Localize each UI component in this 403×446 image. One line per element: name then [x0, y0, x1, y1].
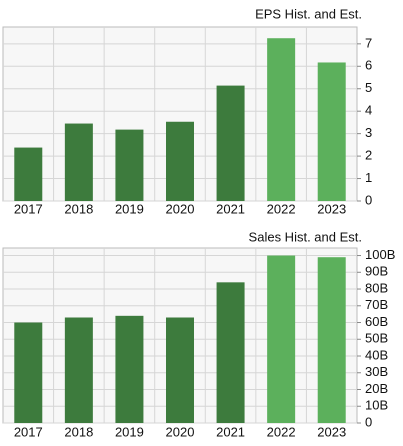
- x-tick-label: 2018: [64, 424, 93, 439]
- y-tick-label: 6: [365, 58, 372, 73]
- bar: [267, 255, 296, 423]
- bar: [267, 38, 296, 202]
- x-tick-label: 2023: [317, 424, 346, 439]
- y-tick-label: 50B: [365, 331, 388, 346]
- x-tick-label: 2021: [216, 201, 245, 216]
- y-tick-label: 2: [365, 148, 372, 163]
- bar: [115, 129, 144, 201]
- y-tick-label: 30B: [365, 364, 388, 379]
- y-tick-label: 0: [365, 192, 372, 207]
- bar: [14, 322, 43, 423]
- x-tick-label: 2017: [14, 201, 43, 216]
- x-tick-label: 2017: [14, 424, 43, 439]
- bar: [64, 317, 93, 423]
- bar: [166, 317, 194, 423]
- y-tick-label: 90B: [365, 264, 388, 279]
- bar: [115, 315, 144, 423]
- x-tick-label: 2022: [267, 201, 296, 216]
- y-tick-label: 7: [365, 35, 372, 50]
- y-tick-label: 80B: [365, 280, 388, 295]
- bar: [64, 123, 93, 201]
- x-tick-label: 2018: [64, 201, 93, 216]
- bar: [216, 282, 245, 423]
- x-tick-label: 2022: [267, 424, 296, 439]
- x-tick-label: 2023: [317, 201, 346, 216]
- y-tick-label: 70B: [365, 297, 388, 312]
- y-tick-label: 100B: [365, 247, 395, 262]
- y-tick-label: 40B: [365, 347, 388, 362]
- chart-title: EPS Hist. and Est.: [255, 6, 362, 21]
- bar: [166, 121, 194, 201]
- x-tick-label: 2019: [115, 201, 144, 216]
- y-tick-label: 0: [365, 414, 372, 429]
- y-tick-label: 4: [365, 103, 372, 118]
- y-tick-label: 10B: [365, 398, 388, 413]
- chart-title: Sales Hist. and Est.: [249, 229, 362, 244]
- x-tick-label: 2020: [166, 424, 195, 439]
- bar: [317, 257, 346, 423]
- bar: [216, 85, 245, 201]
- y-tick-label: 60B: [365, 314, 388, 329]
- x-tick-label: 2019: [115, 424, 144, 439]
- y-tick-label: 1: [365, 170, 372, 185]
- y-tick-label: 5: [365, 80, 372, 95]
- bar: [317, 62, 346, 202]
- x-tick-label: 2021: [216, 424, 245, 439]
- x-tick-label: 2020: [166, 201, 195, 216]
- bar: [14, 147, 43, 201]
- y-tick-label: 20B: [365, 381, 388, 396]
- y-tick-label: 3: [365, 125, 372, 140]
